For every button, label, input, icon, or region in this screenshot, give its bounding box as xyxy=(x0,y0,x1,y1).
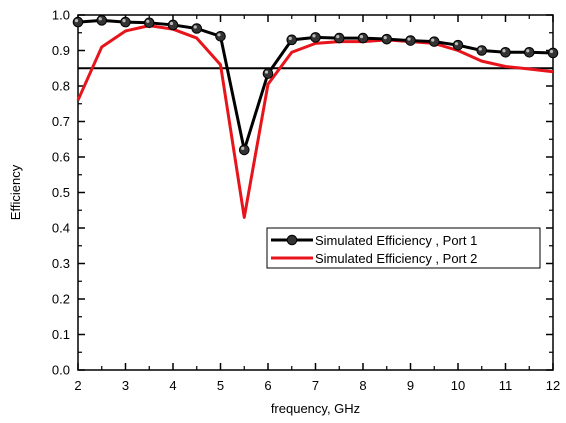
data-point-port-1 xyxy=(191,23,203,34)
data-point-port-1 xyxy=(120,16,131,28)
data-point-highlight xyxy=(74,19,79,23)
x-tick-label: 10 xyxy=(451,378,465,393)
x-tick-label: 2 xyxy=(74,378,81,393)
data-point-highlight xyxy=(336,34,340,39)
data-point-port-1 xyxy=(547,47,559,59)
data-point-port-1 xyxy=(523,46,535,58)
data-point-port-1 xyxy=(215,31,226,42)
x-tick-label: 8 xyxy=(359,378,366,393)
data-point-port-1 xyxy=(286,34,298,46)
data-point-highlight xyxy=(288,36,292,40)
y-tick-label: 0.9 xyxy=(52,43,70,58)
y-axis-title: Efficiency xyxy=(8,164,23,220)
data-point-port-1 xyxy=(310,32,321,43)
y-tick-label: 0.3 xyxy=(52,256,70,271)
data-point-highlight xyxy=(359,34,364,39)
data-point-highlight xyxy=(312,34,316,38)
legend-box xyxy=(266,227,541,269)
data-point-port-1 xyxy=(428,36,440,47)
x-tick-label: 3 xyxy=(122,378,129,393)
series-line-port-2 xyxy=(76,24,554,219)
data-point-highlight xyxy=(454,42,459,46)
data-point-highlight xyxy=(98,17,102,21)
data-point-highlight xyxy=(241,146,245,150)
data-point-port-1 xyxy=(381,33,393,45)
data-point-port-1 xyxy=(333,32,345,44)
data-point-port-1 xyxy=(143,17,155,29)
y-tick-label: 0.4 xyxy=(52,221,70,236)
data-point-highlight xyxy=(526,49,530,53)
data-point-highlight xyxy=(146,19,150,23)
y-tick-label: 0.5 xyxy=(52,185,70,200)
x-tick-label: 12 xyxy=(546,378,560,393)
y-tick-label: 0.1 xyxy=(52,327,70,342)
data-point-port-1 xyxy=(167,19,179,31)
x-tick-label: 7 xyxy=(312,378,319,393)
data-point-port-1 xyxy=(72,16,84,28)
data-point-port-1 xyxy=(405,35,416,46)
data-point-highlight xyxy=(217,33,221,37)
data-point-port-1 xyxy=(96,15,108,26)
y-tick-label: 0.0 xyxy=(52,363,70,378)
x-tick-label: 4 xyxy=(169,378,176,393)
data-point-highlight xyxy=(193,25,197,29)
data-point-port-1 xyxy=(238,144,250,156)
x-axis: 2 3 4 5 6 7 8 9 10 11 12 xyxy=(74,15,560,393)
data-point-highlight xyxy=(502,49,506,53)
data-point-port-1 xyxy=(500,46,511,58)
legend: Simulated Efficiency , Port 1 Simulated … xyxy=(266,227,541,269)
x-tick-label: 9 xyxy=(407,378,414,393)
y-tick-label: 0.7 xyxy=(52,114,70,129)
data-point-highlight xyxy=(264,70,269,74)
x-axis-title: frequency, GHz xyxy=(271,401,360,416)
y-tick-label: 0.8 xyxy=(52,79,70,94)
data-point-port-1 xyxy=(452,39,464,51)
data-point-highlight xyxy=(122,19,126,23)
data-point-highlight xyxy=(478,47,482,51)
legend-label-port-1: Simulated Efficiency , Port 1 xyxy=(315,233,477,248)
data-point-port-1 xyxy=(357,32,369,44)
x-tick-label: 6 xyxy=(264,378,271,393)
x-tick-label: 5 xyxy=(217,378,224,393)
data-point-port-1 xyxy=(262,68,274,79)
x-tick-label: 11 xyxy=(499,378,513,393)
y-tick-label: 0.2 xyxy=(52,292,70,307)
y-tick-label: 0.6 xyxy=(52,150,70,165)
legend-label-port-2: Simulated Efficiency , Port 2 xyxy=(315,251,477,266)
y-tick-label: 1.0 xyxy=(52,8,70,23)
legend-marker-port-1 xyxy=(286,234,298,246)
data-point-highlight xyxy=(407,37,411,41)
data-point-highlight xyxy=(549,49,554,54)
data-point-highlight xyxy=(431,38,435,42)
y-axis: 0.0 0.1 0.2 0.3 0.4 0.5 0.6 0.7 0.8 0.9 1.0 xyxy=(52,8,553,378)
series-layer xyxy=(72,15,559,219)
data-point-port-1 xyxy=(476,45,488,56)
data-point-highlight xyxy=(383,36,387,40)
data-point-highlight xyxy=(169,21,174,26)
